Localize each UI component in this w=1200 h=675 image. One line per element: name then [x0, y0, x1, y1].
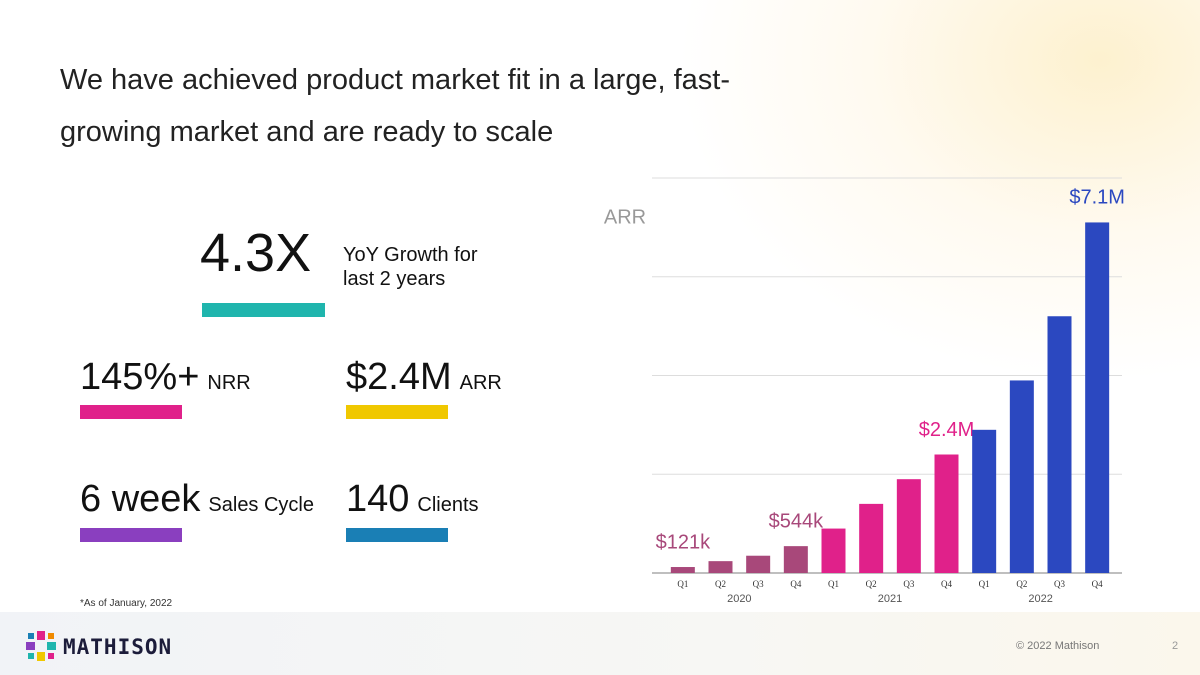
kpi-value: 145%+ — [80, 356, 200, 398]
kpi-value: 140 — [346, 478, 410, 520]
bar — [670, 567, 695, 573]
kpi-underline — [80, 528, 182, 542]
x-tick-label: Q1 — [979, 579, 990, 589]
kpi-underline — [346, 405, 448, 419]
kpi: 6 week Sales Cycle — [80, 478, 314, 521]
x-tick-label: Q2 — [1016, 579, 1027, 589]
bar — [972, 429, 997, 573]
kpi-underline — [80, 405, 182, 419]
kpi: 4.3X — [200, 222, 311, 284]
footnote: *As of January, 2022 — [80, 598, 173, 609]
bar — [1047, 316, 1072, 573]
x-tick-label: Q3 — [903, 579, 914, 589]
x-tick-label: Q2 — [715, 579, 726, 589]
x-tick-label: Q3 — [1054, 579, 1065, 589]
bar — [821, 528, 846, 573]
value-label: $7.1M — [1069, 187, 1125, 209]
page-number: 2 — [1172, 640, 1179, 652]
x-tick-label: Q4 — [790, 579, 801, 589]
x-tick-label: Q4 — [1092, 579, 1103, 589]
kpi-label: ARR — [459, 372, 502, 394]
bar — [1085, 222, 1110, 573]
kpi-value: 6 week — [80, 478, 201, 520]
kpi-value: $2.4M — [346, 356, 452, 398]
x-group-label: 2020 — [727, 593, 751, 605]
value-label: $121k — [656, 531, 711, 553]
value-label: $2.4M — [919, 419, 975, 441]
kpi-label: YoY Growth for last 2 years — [343, 244, 478, 290]
logo-icon — [26, 631, 56, 661]
x-tick-label: Q4 — [941, 579, 952, 589]
bar — [1009, 380, 1034, 573]
value-label: $544k — [769, 510, 824, 532]
kpi-underline — [346, 528, 448, 542]
bar — [934, 454, 959, 573]
bar — [783, 546, 808, 573]
slide-title: We have achieved product market fit in a… — [60, 64, 731, 148]
bar — [896, 479, 921, 573]
footer-band — [0, 612, 1200, 675]
kpi-label: Clients — [417, 494, 479, 516]
y-axis-label: ARR — [604, 206, 646, 228]
copyright: © 2022 Mathison — [1016, 640, 1100, 652]
kpi: 140 Clients — [346, 478, 479, 521]
logo-text: MATHISON — [63, 635, 173, 659]
bar — [746, 555, 771, 573]
bar — [708, 561, 733, 573]
x-tick-label: Q3 — [753, 579, 764, 589]
kpi: $2.4M ARR — [346, 356, 502, 399]
x-group-label: 2022 — [1028, 593, 1052, 605]
kpi-value: 4.3X — [200, 223, 312, 283]
kpi-label: Sales Cycle — [208, 494, 315, 516]
x-tick-label: Q2 — [866, 579, 877, 589]
kpi-underline — [202, 303, 325, 317]
x-tick-label: Q1 — [677, 579, 688, 589]
bar — [859, 503, 884, 573]
kpi-label: NRR — [207, 372, 251, 394]
kpi: 145%+ NRR — [80, 356, 251, 399]
x-tick-label: Q1 — [828, 579, 839, 589]
x-group-label: 2021 — [878, 593, 902, 605]
